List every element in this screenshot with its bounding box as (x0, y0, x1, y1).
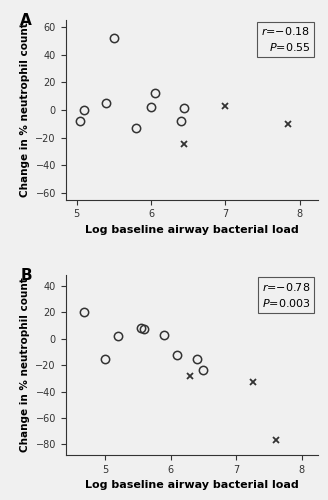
Text: $r$=−0.18
$P$=0.55: $r$=−0.18 $P$=0.55 (261, 26, 311, 54)
Y-axis label: Change in % neutrophil count: Change in % neutrophil count (20, 22, 30, 198)
X-axis label: Log baseline airway bacterial load: Log baseline airway bacterial load (85, 480, 299, 490)
Text: B: B (20, 268, 32, 283)
Text: $r$=−0.78
$P$=0.003: $r$=−0.78 $P$=0.003 (262, 280, 311, 308)
Text: A: A (20, 13, 32, 28)
X-axis label: Log baseline airway bacterial load: Log baseline airway bacterial load (85, 225, 299, 235)
Y-axis label: Change in % neutrophil count: Change in % neutrophil count (20, 278, 30, 452)
